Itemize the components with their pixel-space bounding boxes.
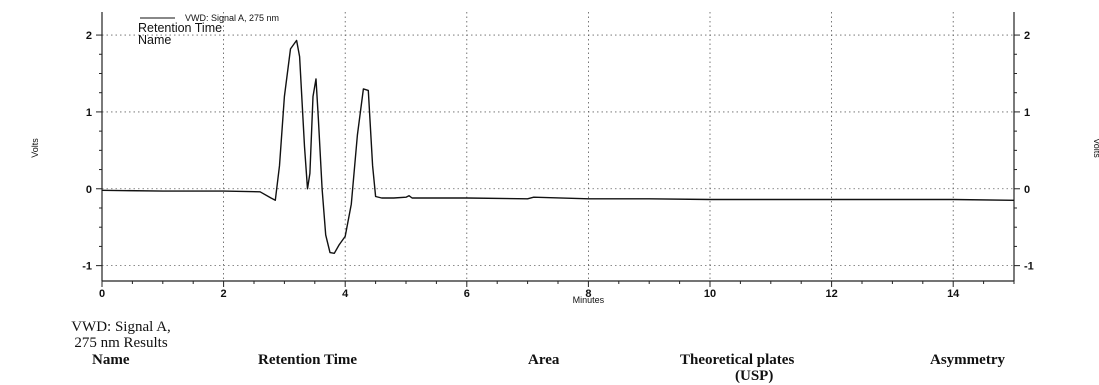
x-tick-label: 10 — [704, 288, 716, 300]
y-tick-label-left: -1 — [82, 261, 92, 273]
y-axis-label-left: Volts — [30, 138, 40, 158]
legend-line: Retention Time — [138, 21, 222, 35]
y-tick-label-left: 0 — [86, 184, 92, 196]
x-tick-label: 6 — [464, 288, 470, 300]
x-tick-label: 14 — [947, 288, 960, 300]
x-tick-label: 12 — [825, 288, 837, 300]
y-tick-label-left: 1 — [86, 107, 92, 119]
y-tick-label-left: 2 — [86, 30, 92, 42]
x-tick-label: 8 — [585, 288, 591, 300]
x-axis-label: Minutes — [573, 295, 605, 305]
y-axis-label-right: Volts — [1092, 138, 1099, 158]
legend-line: Name — [138, 33, 171, 47]
y-tick-label-right: -1 — [1024, 261, 1034, 273]
y-tick-label-right: 0 — [1024, 184, 1030, 196]
y-tick-label-right: 2 — [1024, 30, 1030, 42]
x-tick-label: 4 — [342, 288, 349, 300]
series-line-0 — [101, 39, 1015, 254]
x-tick-label: 0 — [99, 288, 105, 300]
legend-entry: VWD: Signal A, 275 nm — [185, 13, 279, 23]
y-tick-label-right: 1 — [1024, 107, 1030, 119]
x-tick-label: 2 — [221, 288, 227, 300]
